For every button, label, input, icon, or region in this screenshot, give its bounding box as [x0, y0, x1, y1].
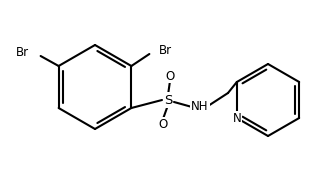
Text: Br: Br [16, 45, 29, 58]
Text: S: S [164, 93, 172, 106]
Text: N: N [232, 112, 241, 125]
Text: Br: Br [159, 44, 173, 57]
Text: NH: NH [191, 101, 209, 113]
Text: O: O [158, 117, 168, 130]
Text: O: O [165, 69, 175, 82]
